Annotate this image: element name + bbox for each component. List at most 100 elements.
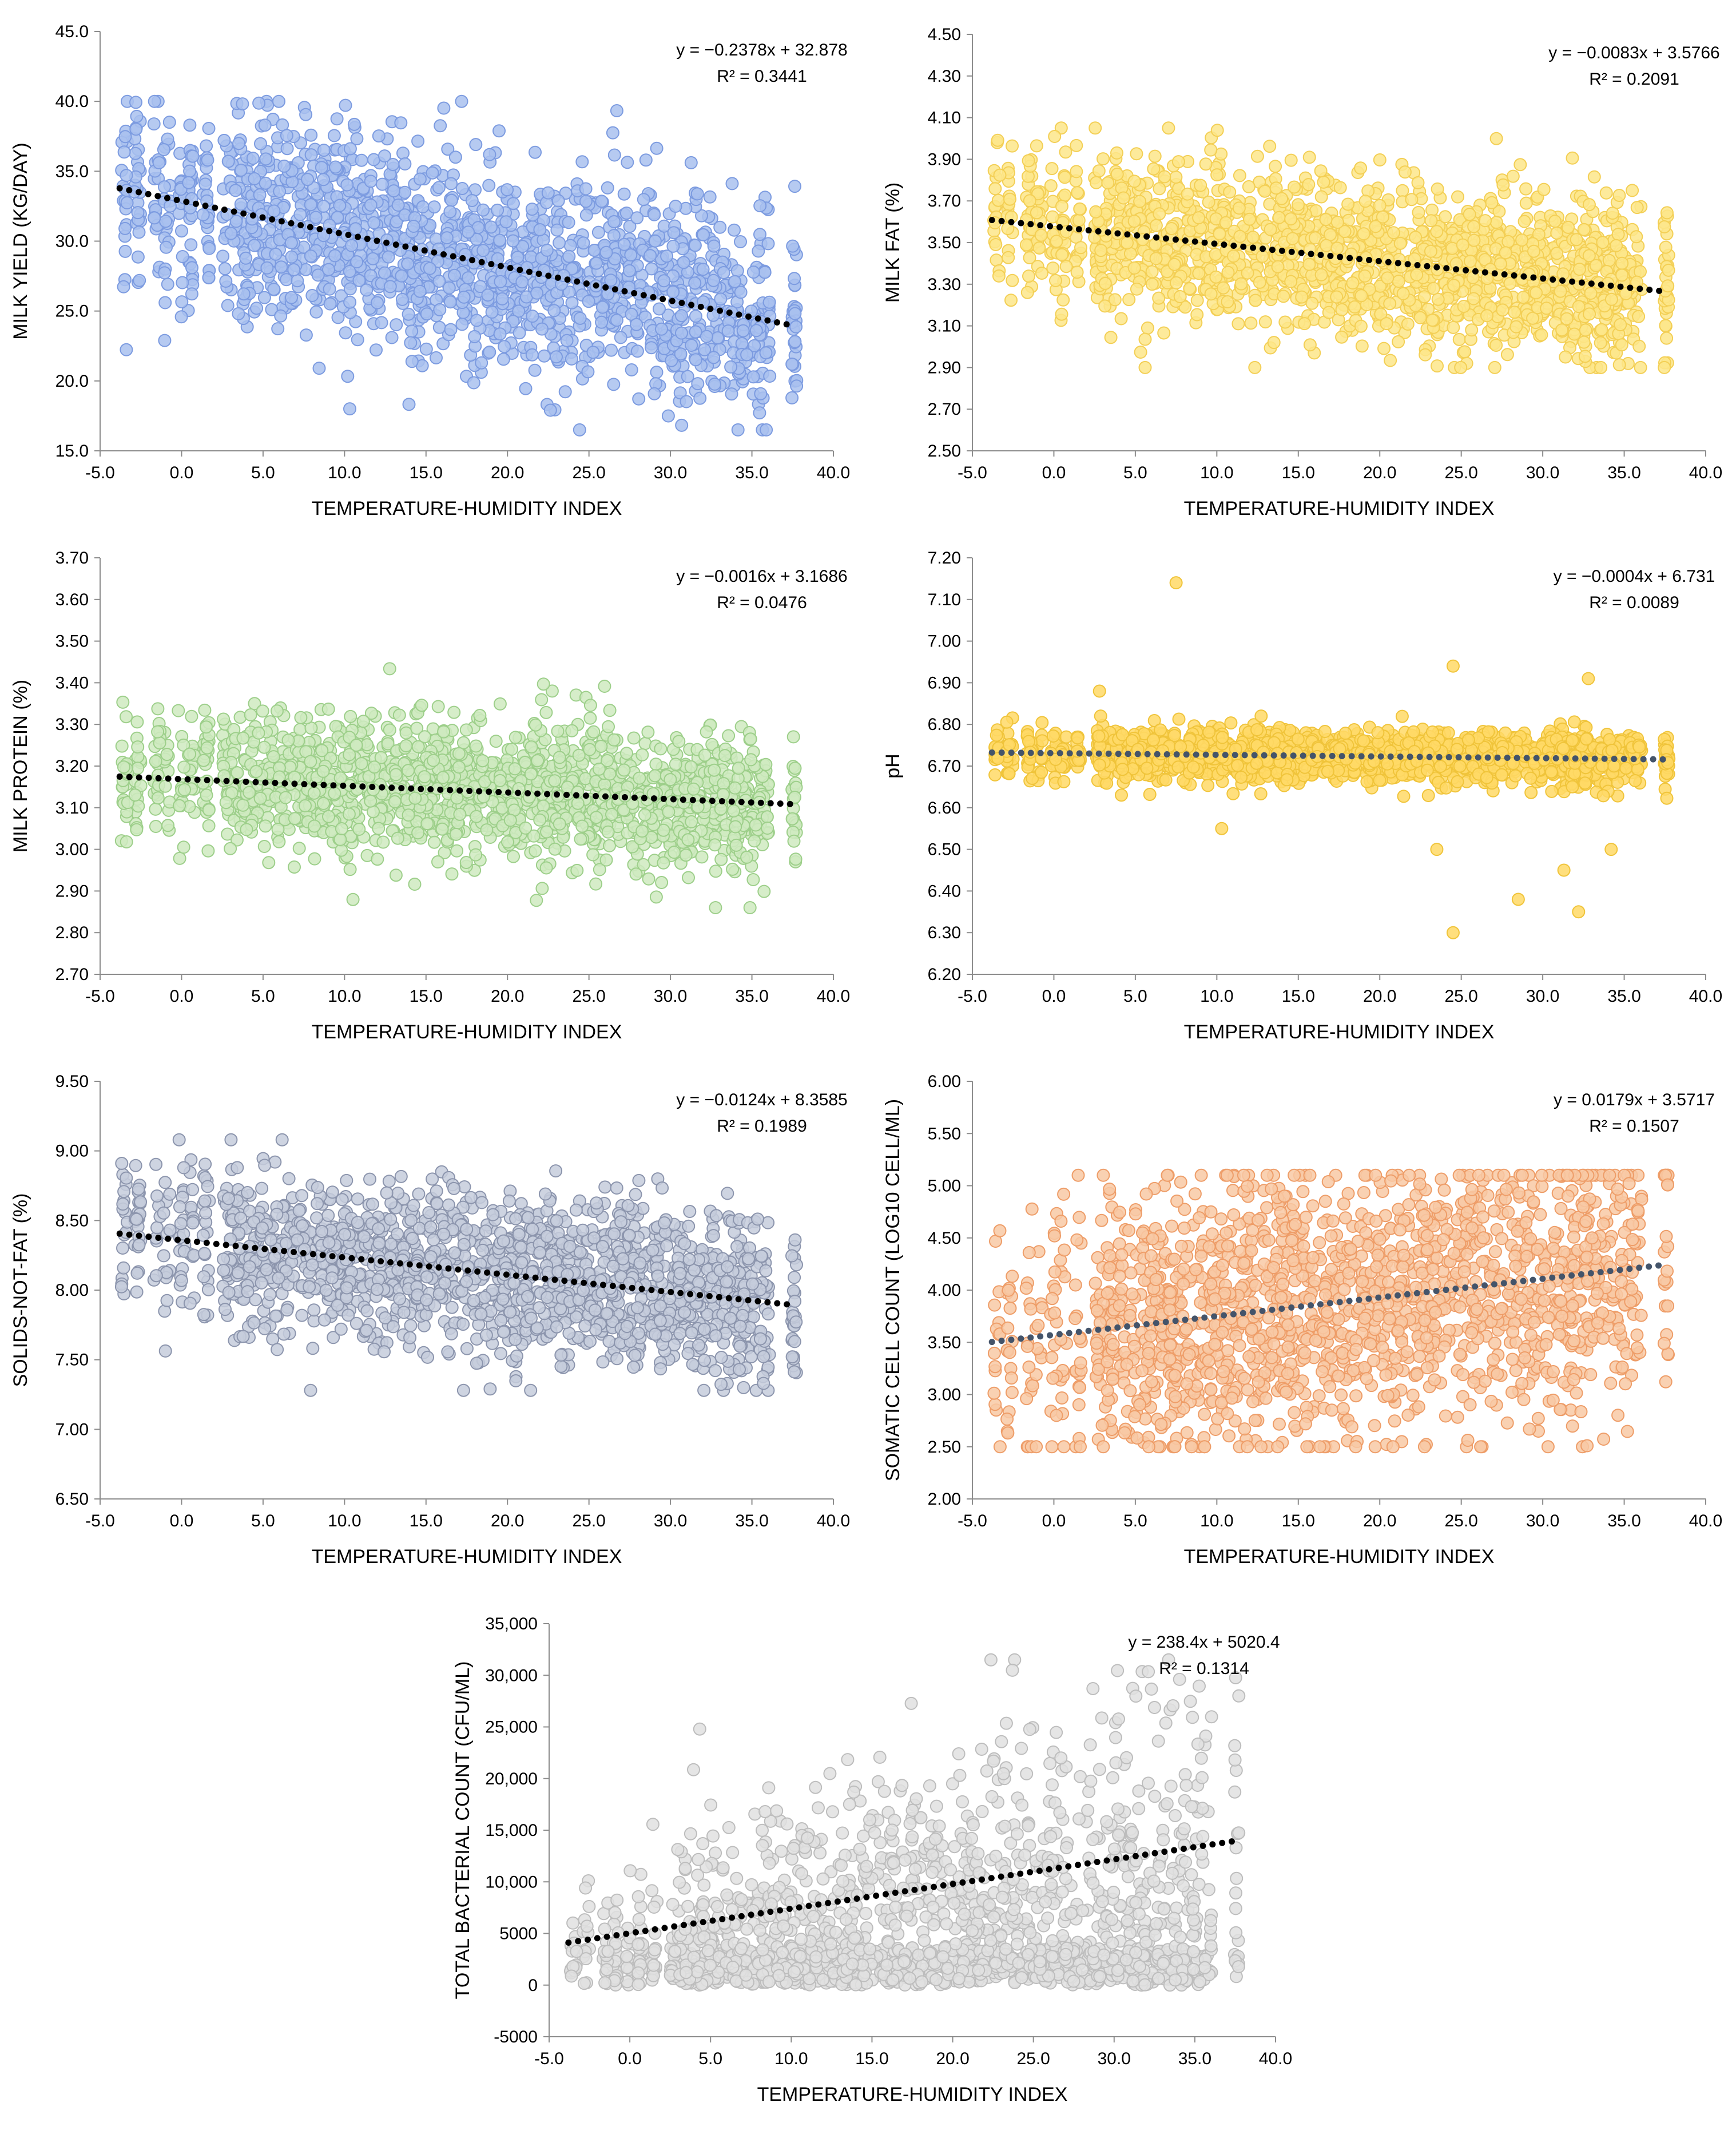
data-point bbox=[450, 844, 464, 858]
data-point bbox=[375, 316, 388, 330]
data-point bbox=[331, 311, 345, 324]
data-point bbox=[115, 739, 129, 753]
data-point bbox=[186, 149, 200, 163]
data-point bbox=[1567, 327, 1581, 341]
data-point bbox=[604, 273, 618, 287]
x-tick-label: 30.0 bbox=[654, 463, 687, 482]
data-point bbox=[1348, 300, 1361, 314]
x-tick-label: 10.0 bbox=[328, 463, 361, 482]
data-point bbox=[685, 815, 698, 828]
data-point bbox=[131, 250, 145, 264]
data-point bbox=[1050, 235, 1063, 248]
data-point bbox=[657, 274, 671, 288]
data-point bbox=[1121, 236, 1134, 250]
data-point bbox=[172, 704, 185, 717]
data-point bbox=[493, 327, 507, 341]
data-point bbox=[431, 855, 444, 868]
data-point bbox=[455, 182, 469, 195]
data-point bbox=[1559, 350, 1572, 364]
data-point bbox=[1496, 303, 1509, 317]
data-point bbox=[519, 821, 533, 835]
data-point bbox=[475, 356, 488, 370]
data-point bbox=[717, 266, 730, 279]
data-point bbox=[1660, 331, 1674, 345]
data-point bbox=[761, 237, 775, 251]
data-point bbox=[1465, 323, 1479, 337]
data-point bbox=[1439, 210, 1452, 224]
data-point bbox=[459, 723, 473, 737]
data-point bbox=[1045, 162, 1059, 176]
data-point bbox=[668, 846, 681, 859]
data-point bbox=[372, 129, 386, 143]
data-point bbox=[260, 261, 274, 275]
x-tick-label: 35.0 bbox=[735, 463, 768, 482]
data-point bbox=[416, 200, 430, 214]
data-point bbox=[1295, 290, 1309, 304]
data-point bbox=[1302, 257, 1316, 271]
data-point bbox=[1204, 143, 1218, 157]
data-point bbox=[160, 748, 174, 761]
data-point bbox=[1147, 162, 1161, 176]
data-point bbox=[655, 876, 669, 889]
data-point bbox=[525, 203, 539, 216]
data-point bbox=[519, 382, 533, 395]
data-point bbox=[1587, 170, 1601, 184]
data-point bbox=[642, 872, 656, 886]
data-point bbox=[734, 285, 748, 299]
data-point bbox=[1298, 317, 1312, 331]
data-point bbox=[1122, 293, 1136, 307]
data-point bbox=[174, 310, 188, 324]
data-point bbox=[309, 211, 323, 224]
data-point bbox=[1070, 138, 1083, 152]
x-tick-label: 10.0 bbox=[328, 987, 361, 1006]
data-point bbox=[1070, 265, 1084, 279]
data-point bbox=[1501, 235, 1515, 248]
x-tick-label: 20.0 bbox=[1363, 463, 1396, 482]
data-point bbox=[351, 333, 364, 347]
data-point bbox=[606, 126, 619, 140]
data-point bbox=[1467, 233, 1481, 247]
data-point bbox=[675, 418, 689, 432]
data-point bbox=[529, 844, 542, 858]
x-tick-label: 0.0 bbox=[170, 987, 194, 1006]
r-squared: R² = 0.3441 bbox=[717, 67, 807, 86]
data-point bbox=[627, 731, 641, 745]
data-point bbox=[1419, 348, 1432, 362]
data-point bbox=[535, 882, 549, 895]
data-point bbox=[1232, 201, 1246, 215]
data-point bbox=[587, 725, 601, 739]
data-point bbox=[280, 129, 293, 142]
data-point bbox=[221, 154, 235, 168]
data-point bbox=[218, 262, 232, 276]
data-point bbox=[292, 842, 306, 855]
data-point bbox=[1202, 195, 1215, 209]
data-point bbox=[339, 326, 352, 340]
data-point bbox=[267, 283, 281, 296]
data-point bbox=[728, 275, 742, 288]
data-point bbox=[130, 823, 144, 836]
data-point bbox=[394, 116, 408, 130]
data-point bbox=[1330, 290, 1344, 304]
data-point bbox=[1425, 314, 1439, 327]
data-point bbox=[1661, 279, 1675, 293]
data-point bbox=[1659, 319, 1673, 332]
y-tick-label: 35.0 bbox=[55, 162, 89, 181]
data-point bbox=[391, 831, 404, 845]
data-point bbox=[725, 387, 738, 401]
data-point bbox=[1030, 139, 1043, 153]
data-point bbox=[267, 204, 281, 218]
data-point bbox=[317, 173, 330, 187]
data-point bbox=[1458, 345, 1472, 359]
data-point bbox=[650, 141, 664, 155]
data-point bbox=[643, 249, 657, 263]
y-tick-label: 3.30 bbox=[928, 275, 961, 294]
data-point bbox=[173, 851, 186, 865]
data-point bbox=[1210, 124, 1224, 137]
data-point bbox=[498, 340, 511, 354]
data-point bbox=[465, 194, 479, 207]
data-point bbox=[1355, 339, 1369, 353]
data-point bbox=[1149, 219, 1163, 232]
data-point bbox=[1049, 273, 1062, 287]
data-point bbox=[1583, 307, 1596, 321]
